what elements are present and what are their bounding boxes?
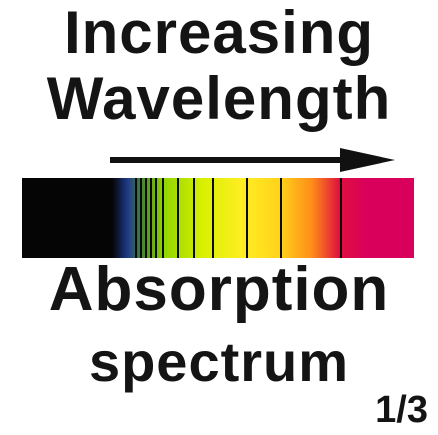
absorption-line (150, 178, 152, 258)
label-line-spectrum: spectrum (88, 330, 350, 393)
absorption-line (212, 178, 214, 258)
label-line-absorption: Absorption (48, 255, 390, 324)
absorption-line (246, 178, 248, 258)
absorption-line (280, 178, 282, 258)
arrow-head (340, 148, 395, 172)
absorption-line (155, 178, 157, 258)
absorption-line (135, 178, 137, 258)
title-line-wavelength: Wavelength (46, 65, 392, 132)
arrow-shaft (110, 157, 345, 163)
wavelength-arrow (110, 148, 395, 172)
title-line-increasing: Increasing (63, 0, 375, 66)
absorption-line (177, 178, 179, 258)
page-indicator: 1/3 (375, 389, 428, 431)
absorption-line (145, 178, 147, 258)
absorption-line (193, 178, 195, 258)
absorption-spectrum-band (22, 178, 414, 258)
absorption-line (340, 178, 342, 258)
absorption-lines (135, 178, 342, 258)
absorption-line (162, 178, 164, 258)
spectrum-gradient (22, 178, 414, 258)
absorption-line (140, 178, 142, 258)
